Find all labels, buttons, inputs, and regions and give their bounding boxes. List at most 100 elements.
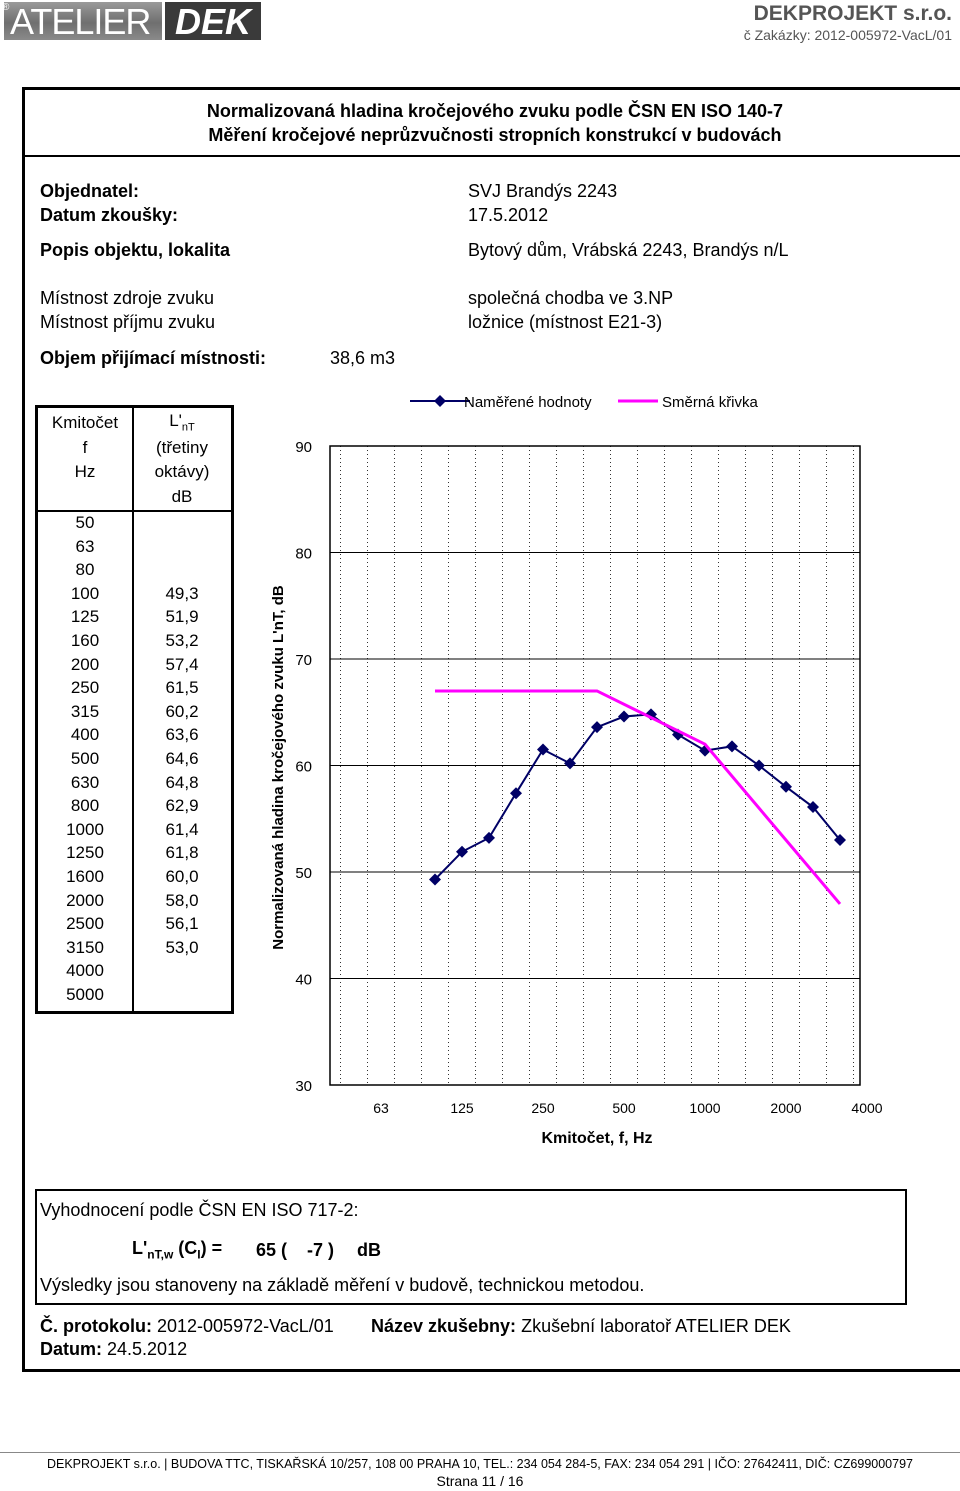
- client-label: Objednatel:: [40, 181, 140, 201]
- frequency-chart: 90 80 70 60 50 40 30 63 125 250 500 1000 2000 4000 Kmi…: [270, 394, 883, 1147]
- table-header-hz: Hz: [74, 462, 96, 481]
- table-cell-frequency: 400: [70, 725, 100, 745]
- logo-dek: DEK: [165, 2, 261, 42]
- lab-line: Název zkušebny: Zkušební laboratoř ATELI…: [371, 1316, 791, 1336]
- y-tick-label: 40: [295, 972, 312, 989]
- reference-curve-line: [435, 689, 842, 905]
- y-tick-label: 60: [295, 759, 312, 776]
- table-cell-frequency: 125: [70, 607, 100, 627]
- data-point-marker: [537, 743, 549, 756]
- table-cell-frequency: 200: [70, 654, 100, 674]
- footer-divider: [0, 1452, 960, 1453]
- rating-unit: dB: [357, 1240, 381, 1260]
- data-point-marker: [753, 759, 765, 772]
- rating-label: L'nT,w (CI) =: [132, 1238, 223, 1262]
- table-cell-frequency: 315: [70, 701, 100, 721]
- logo-atelier: ATELIER: [4, 2, 162, 42]
- table-cell-level: 51,9: [165, 607, 199, 627]
- evaluation-heading: Vyhodnocení podle ČSN EN ISO 717-2:: [40, 1200, 359, 1220]
- x-tick-label: 63: [373, 1100, 389, 1116]
- legend-measured-marker: [434, 395, 446, 407]
- x-tick-label: 500: [612, 1100, 636, 1116]
- table-cell-level: 60,2: [165, 701, 199, 721]
- table-cell-level: 56,1: [165, 914, 199, 934]
- x-tick-label: 250: [531, 1100, 555, 1116]
- x-tick-label: 4000: [851, 1100, 882, 1116]
- table-cell-frequency: 4000: [66, 961, 104, 981]
- data-point-marker: [429, 873, 441, 886]
- y-tick-label: 90: [295, 439, 312, 456]
- table-cell-level: 64,8: [165, 772, 199, 792]
- table-header-lnt: L'nT: [169, 411, 195, 434]
- table-header-divider: [35, 510, 234, 512]
- source-room-label: Místnost zdroje zvuku: [40, 288, 215, 308]
- table-cell-frequency: 5000: [66, 985, 104, 1004]
- table-cell-frequency: 2000: [66, 890, 104, 910]
- table-cell-level: 63,6: [165, 725, 199, 745]
- data-point-marker: [780, 780, 792, 793]
- table-cell-level: 60,0: [165, 867, 199, 886]
- data-point-marker: [456, 845, 468, 858]
- company-name: DEKPROJEKT s.r.o.: [753, 2, 952, 25]
- page-title: Normalizovaná hladina kročejového zvuku …: [206, 101, 784, 121]
- table-header-frequency: Kmitočet: [51, 413, 119, 432]
- measured-series-line: [434, 713, 841, 881]
- data-point-marker: [834, 834, 846, 847]
- table-cell-level: 57,4: [165, 654, 199, 674]
- table-cell-frequency: 2500: [66, 914, 104, 934]
- data-point-marker: [807, 801, 819, 814]
- y-tick-label: 50: [295, 865, 312, 882]
- table-cell-frequency: 250: [70, 678, 100, 698]
- test-date-value: 17.5.2012: [468, 205, 549, 225]
- frequency-table: [35, 405, 234, 1014]
- data-point-marker: [699, 744, 711, 757]
- table-cell-level: 61,5: [165, 678, 199, 698]
- protocol-line: Č. protokolu: 2012-005972-VacL/01: [40, 1316, 334, 1336]
- table-column-divider: [132, 405, 134, 1014]
- x-tick-label: 2000: [770, 1100, 801, 1116]
- rating-ci-value: -7 ): [307, 1240, 334, 1260]
- table-cell-frequency: 160: [70, 631, 100, 650]
- page-number: Strana 11 / 16: [436, 1473, 524, 1489]
- data-point-marker: [510, 787, 522, 800]
- table-cell-frequency: 1600: [66, 867, 104, 886]
- table-header-db: dB: [171, 487, 193, 506]
- x-tick-label: 125: [450, 1100, 474, 1116]
- footer-address: DEKPROJEKT s.r.o. | BUDOVA TTC, TISKAŘSK…: [46, 1457, 913, 1471]
- evaluation-box: [35, 1189, 907, 1305]
- document-frame: [22, 87, 960, 1372]
- table-cell-level: 64,6: [165, 749, 199, 768]
- y-tick-label: 80: [295, 546, 312, 563]
- table-cell-level: 62,9: [165, 796, 199, 816]
- table-cell-frequency: 1000: [66, 819, 104, 839]
- table-cell-level: 61,4: [165, 819, 199, 839]
- data-point-marker: [483, 831, 495, 844]
- table-cell-frequency: 80: [75, 560, 95, 580]
- title-divider: [22, 155, 960, 157]
- table-cell-frequency: 63: [75, 536, 95, 556]
- data-point-marker: [618, 710, 630, 723]
- data-point-marker: [726, 740, 738, 753]
- table-header-f: f: [82, 438, 88, 457]
- data-point-marker: [564, 757, 576, 770]
- test-date-label: Datum zkoušky:: [40, 205, 179, 225]
- rating-value: 65 (: [256, 1240, 288, 1260]
- volume-label: Objem přijímací místnosti:: [40, 348, 267, 368]
- table-cell-frequency: 500: [70, 749, 100, 768]
- table-cell-frequency: 100: [70, 583, 100, 603]
- table-header-octave: oktávy): [154, 462, 210, 481]
- y-tick-label: 30: [295, 1078, 312, 1095]
- table-cell-level: 58,0: [165, 890, 199, 910]
- table-header-third: (třetiny: [156, 438, 208, 457]
- order-number: č Zakázky: 2012-005972-VacL/01: [743, 27, 952, 43]
- table-cell-level: 53,0: [165, 937, 199, 957]
- object-label: Popis objektu, lokalita: [40, 240, 231, 260]
- object-value: Bytový dům, Vrábská 2243, Brandýs n/L: [468, 240, 789, 260]
- table-cell-frequency: 800: [70, 796, 100, 816]
- x-axis-title: Kmitočet, f, Hz: [541, 1130, 652, 1147]
- table-cell-level: 49,3: [165, 583, 199, 603]
- registered-mark: ®: [2, 2, 10, 13]
- table-cell-level: 53,2: [165, 631, 199, 650]
- volume-value: 38,6 m3: [330, 348, 396, 368]
- evaluation-note: Výsledky jsou stanoveny na základě měřen…: [40, 1275, 645, 1295]
